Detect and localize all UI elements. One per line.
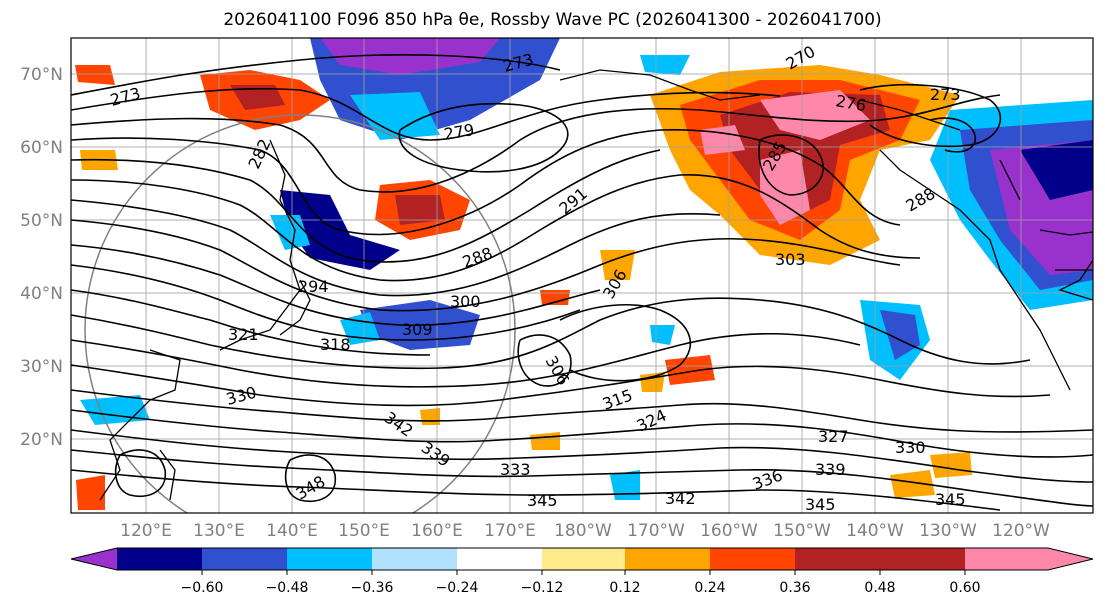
lon-label: 170°E (484, 521, 536, 541)
lon-label: 170°W (627, 521, 685, 541)
lon-label: 130°E (193, 521, 245, 541)
contour-label: 327 (818, 427, 849, 446)
lon-label: 120°E (120, 521, 172, 541)
colorbar-segment (795, 548, 880, 570)
lat-label: 50°N (20, 211, 63, 231)
coastlines (99, 69, 1093, 501)
colorbar-tick-label: −0.48 (266, 580, 309, 596)
colorbar-tick-label: −0.12 (521, 580, 564, 596)
anomaly-shading (75, 38, 1093, 510)
contour-label: 303 (775, 250, 806, 269)
longitude-labels: 120°E 130°E 140°E 150°E 160°E 170°E 180°… (120, 521, 1050, 541)
contour-label: 309 (402, 320, 433, 339)
contour-label: 339 (815, 460, 846, 479)
contour-label: 333 (500, 460, 531, 479)
lat-label: 60°N (20, 138, 63, 158)
colorbar-tick-label: 0.12 (609, 580, 640, 596)
colorbar-segment (202, 548, 287, 570)
colorbar-segment (625, 548, 710, 570)
map-frame (70, 37, 1094, 514)
lon-label: 160°W (700, 521, 758, 541)
contour-label: 345 (805, 495, 836, 514)
colorbar-segment (117, 548, 202, 570)
colorbar-tick-label: −0.60 (181, 580, 224, 596)
contour-label: 330 (895, 438, 926, 457)
contour-label: 294 (298, 277, 329, 296)
colorbar-extend-low (71, 548, 117, 570)
lon-label: 180°W (554, 521, 612, 541)
contour-label: 345 (527, 491, 558, 510)
colorbar-segment (372, 548, 457, 570)
colorbar-outline (70, 547, 1094, 571)
lon-label: 140°E (266, 521, 318, 541)
colorbar-segment (710, 548, 795, 570)
colorbar: −0.60 −0.48 −0.36 −0.24 −0.12 0.12 0.24 … (70, 547, 1094, 596)
lat-label: 30°N (20, 357, 63, 377)
map-plot-area: 270 273 273 273 276 279 282 285 288 288 … (71, 38, 1093, 514)
lat-label: 20°N (20, 430, 63, 450)
colorbar-segment (880, 548, 965, 570)
colorbar-tick-label: 0.36 (779, 580, 810, 596)
colorbar-tick-label: −0.36 (351, 580, 394, 596)
colorbar-tick-label: 0.60 (949, 580, 980, 596)
lon-label: 150°W (773, 521, 831, 541)
lon-label: 140°W (846, 521, 904, 541)
contour-label: 345 (935, 490, 966, 509)
colorbar-segment (457, 548, 542, 570)
map-title: 2026041100 F096 850 hPa θe, Rossby Wave … (223, 10, 882, 30)
colorbar-tick-label: 0.48 (864, 580, 895, 596)
colorbar-tick-label: 0.24 (694, 580, 725, 596)
reference-circle (84, 114, 516, 513)
contour-label: 300 (450, 292, 481, 311)
contour-label: 318 (320, 335, 351, 354)
colorbar-ticks (201, 570, 966, 575)
theta-e-contours (71, 53, 1093, 511)
latitude-labels: 70°N 60°N 50°N 40°N 30°N 20°N (20, 65, 63, 450)
colorbar-tick-label: −0.24 (436, 580, 479, 596)
lon-label: 130°W (919, 521, 977, 541)
negative-anomaly-core-north (320, 38, 500, 75)
lon-label: 150°E (338, 521, 390, 541)
contour-label: 321 (228, 325, 259, 344)
colorbar-segment (287, 548, 372, 570)
lat-label: 40°N (20, 284, 63, 304)
colorbar-segment (542, 548, 625, 570)
contour-label: 342 (665, 489, 696, 508)
contour-label: 273 (930, 85, 961, 104)
lat-label: 70°N (20, 65, 63, 85)
lon-label: 120°W (992, 521, 1050, 541)
lon-label: 160°E (411, 521, 463, 541)
